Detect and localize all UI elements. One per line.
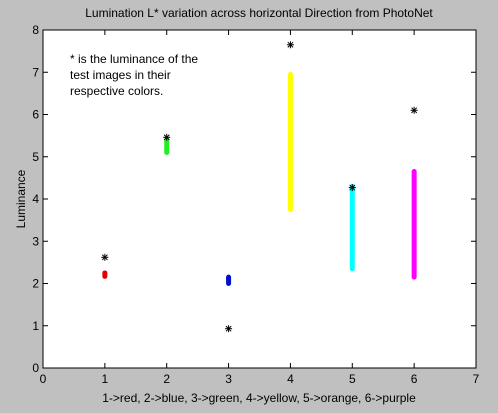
x-tick-label-0: 0 [40, 372, 47, 386]
plot-area [42, 29, 477, 369]
x-tick-label-7: 7 [473, 372, 480, 386]
star-markers [101, 41, 418, 333]
y-tick-label-8: 8 [32, 23, 39, 37]
y-axis-label: Luminance [14, 169, 28, 228]
y-tick-label-4: 4 [32, 192, 39, 206]
x-axis-label: 1->red, 2->blue, 3->green, 4->yellow, 5-… [102, 391, 416, 405]
y-tick-label-1: 1 [32, 319, 39, 333]
star-marker-6 [410, 106, 418, 114]
x-tick-label-1: 1 [102, 372, 109, 386]
x-tick-label-2: 2 [163, 372, 170, 386]
x-tick-label-3: 3 [225, 372, 232, 386]
range-bars [102, 71, 417, 286]
star-marker-1 [101, 253, 109, 261]
y-tick-label-6: 6 [32, 108, 39, 122]
star-marker-4 [286, 41, 294, 49]
star-marker-3 [225, 325, 233, 333]
x-tick-label-6: 6 [411, 372, 418, 386]
y-tick-label-3: 3 [32, 234, 39, 248]
x-tick-label-5: 5 [349, 372, 356, 386]
y-tick-label-2: 2 [32, 277, 39, 291]
annotation-line-1: * is the luminance of the [70, 52, 198, 66]
star-marker-2 [163, 133, 171, 141]
y-tick-label-5: 5 [32, 150, 39, 164]
y-axis: 0 1 2 3 4 5 6 7 8 [32, 23, 476, 375]
x-axis: 0 1 2 3 4 5 6 7 [40, 30, 480, 386]
y-tick-label-7: 7 [32, 65, 39, 79]
annotation-line-2: test images in their [70, 68, 171, 82]
y-tick-label-0: 0 [32, 361, 39, 375]
annotation-line-3: respective colors. [70, 84, 163, 98]
star-marker-5 [348, 184, 356, 192]
x-tick-label-4: 4 [287, 372, 294, 386]
chart-title: Lumination L* variation across horizonta… [85, 6, 433, 20]
